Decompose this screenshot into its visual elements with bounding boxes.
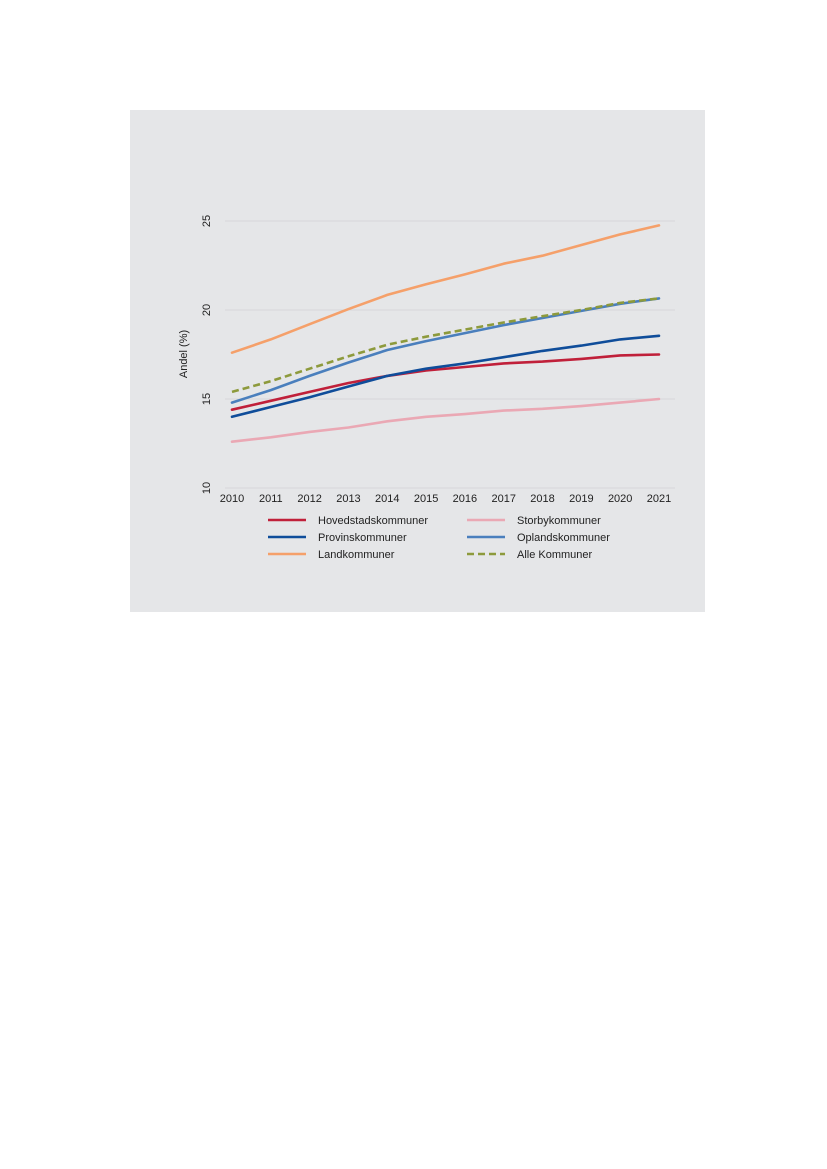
legend-label: Landkommuner [318,549,395,561]
series-line-landkommuner [230,224,661,354]
x-tick-label: 2016 [453,493,477,505]
legend-item-oplandskommuner: Oplandskommuner [467,532,610,544]
legend-label: Alle Kommuner [517,549,593,561]
x-tick-label: 2021 [647,493,671,505]
x-axis-ticks: 2010 2011 2012 2013 2014 2015 2016 2017 2018 2019… [220,493,671,505]
legend-label: Oplandskommuner [517,532,610,544]
y-tick-label: 20 [201,304,213,316]
legend: Hovedstadskommuner Storbykommuner Provinsk… [268,515,610,561]
x-tick-label: 2010 [220,493,244,505]
x-tick-label: 2013 [336,493,360,505]
series-line-alle-kommuner [231,297,660,394]
y-axis-ticks: 10 15 20 25 [201,215,213,494]
y-tick-label: 15 [201,393,213,405]
x-tick-label: 2017 [491,493,515,505]
x-tick-label: 2019 [569,493,593,505]
series-line-hovedstadskommuner [230,353,661,412]
y-tick-label: 10 [201,482,213,494]
series-line-provinskommuner [230,334,661,419]
legend-label: Storbykommuner [517,515,601,527]
legend-item-hovedstadskommuner: Hovedstadskommuner [268,515,428,527]
legend-item-provinskommuner: Provinskommuner [268,532,407,544]
x-tick-label: 2012 [297,493,321,505]
legend-item-storbykommuner: Storbykommuner [467,515,601,527]
chart-panel: 10 15 20 25 2010 2011 2012 2013 2014 2015 2016 201… [130,110,705,612]
legend-item-alle-kommuner: Alle Kommuner [467,549,593,561]
legend-label: Hovedstadskommuner [318,515,428,527]
x-tick-label: 2020 [608,493,632,505]
x-tick-label: 2018 [530,493,554,505]
legend-item-landkommuner: Landkommuner [268,549,395,561]
series-line-storbykommuner [230,397,661,444]
legend-label: Provinskommuner [318,532,407,544]
x-tick-label: 2014 [375,493,399,505]
series-line-oplandskommuner [230,297,661,404]
x-tick-label: 2011 [259,493,283,505]
x-tick-label: 2015 [414,493,438,505]
y-tick-label: 25 [201,215,213,227]
grid-lines [225,220,675,489]
series-lines [230,224,661,444]
y-axis-title: Andel (%) [178,330,190,378]
